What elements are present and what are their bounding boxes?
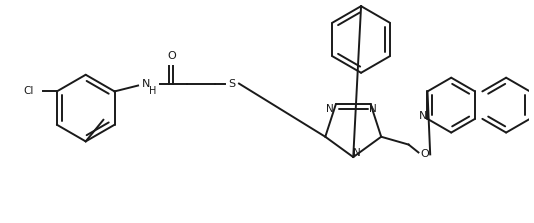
- Text: N: N: [368, 104, 376, 114]
- Text: O: O: [420, 149, 429, 159]
- Text: N: N: [326, 104, 334, 114]
- Text: N: N: [142, 78, 150, 89]
- Text: H: H: [149, 86, 156, 96]
- Text: N: N: [354, 148, 361, 158]
- Text: S: S: [229, 78, 235, 89]
- Text: O: O: [167, 51, 176, 61]
- Text: N: N: [418, 111, 427, 121]
- Text: Cl: Cl: [23, 86, 33, 96]
